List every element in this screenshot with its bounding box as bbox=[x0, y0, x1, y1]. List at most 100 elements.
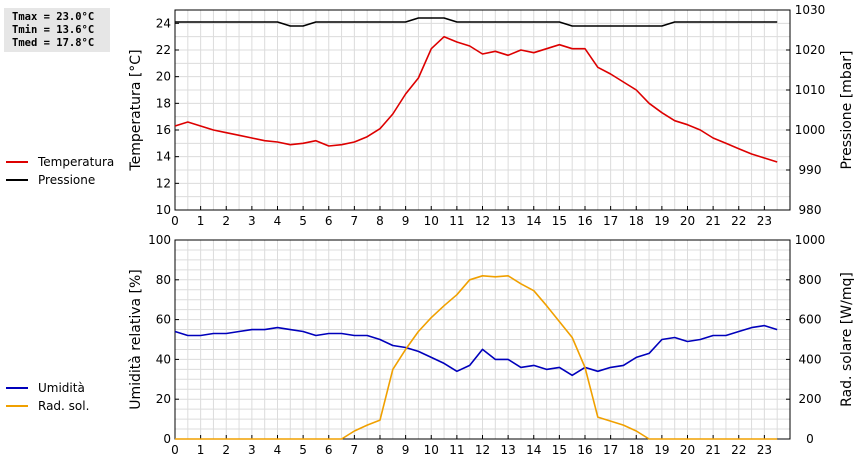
chart2-ytick-label: 100 bbox=[148, 233, 171, 247]
chart2-ytick-label: 60 bbox=[156, 313, 171, 327]
chart2-y2tick-label: 600 bbox=[799, 313, 822, 327]
chart1-xtick-label: 11 bbox=[449, 214, 464, 228]
legend-swatch-radsol bbox=[6, 405, 28, 407]
chart2-xtick-label: 7 bbox=[351, 443, 359, 457]
chart2-xtick-label: 19 bbox=[654, 443, 669, 457]
chart1-xtick-label: 3 bbox=[248, 214, 256, 228]
chart1-xtick-label: 17 bbox=[603, 214, 618, 228]
chart2-xtick-label: 12 bbox=[475, 443, 490, 457]
chart2-series-umidit-line bbox=[174, 324, 778, 377]
chart2-xtick-label: 6 bbox=[325, 443, 333, 457]
stat-tmed: Tmed = 17.8°C bbox=[12, 37, 95, 49]
chart1-xtick-label: 8 bbox=[376, 214, 384, 228]
legend-item-umidita: Umidità bbox=[6, 379, 89, 397]
chart2-y2tick-label: 1000 bbox=[795, 233, 826, 247]
chart2-ytick-label: 20 bbox=[156, 392, 171, 406]
chart2-xtick-label: 0 bbox=[171, 443, 179, 457]
legend-label-temperatura: Temperatura bbox=[38, 155, 115, 169]
chart1-xtick-label: 18 bbox=[629, 214, 644, 228]
chart1-xtick-label: 19 bbox=[654, 214, 669, 228]
chart2-ytick-label: 80 bbox=[156, 273, 171, 287]
chart1-ytick-label: 20 bbox=[156, 70, 171, 84]
chart1-y2tick-label: 990 bbox=[799, 163, 822, 177]
chart1-ytick-label: 14 bbox=[156, 150, 171, 164]
stat-tmax: Tmax = 23.0°C bbox=[12, 11, 95, 23]
chart2-xtick-label: 22 bbox=[731, 443, 746, 457]
chart1-xtick-label: 20 bbox=[680, 214, 695, 228]
chart1-y2tick-label: 1010 bbox=[795, 83, 826, 97]
chart1-xtick-label: 5 bbox=[299, 214, 307, 228]
chart1-xtick-label: 12 bbox=[475, 214, 490, 228]
chart1-xtick-label: 16 bbox=[577, 214, 592, 228]
chart1-xtick-label: 4 bbox=[274, 214, 282, 228]
chart1-ytick-label: 16 bbox=[156, 123, 171, 137]
legend-item-pressione: Pressione bbox=[6, 171, 114, 189]
chart1-xtick-label: 23 bbox=[757, 214, 772, 228]
legend-item-temperatura: Temperatura bbox=[6, 153, 114, 171]
chart2-xtick-label: 15 bbox=[552, 443, 567, 457]
chart1-xtick-label: 15 bbox=[552, 214, 567, 228]
chart1-xtick-label: 13 bbox=[500, 214, 515, 228]
chart2-xtick-label: 9 bbox=[402, 443, 410, 457]
chart1-xtick-label: 2 bbox=[222, 214, 230, 228]
chart1-series-pressione-line bbox=[175, 17, 778, 27]
chart1-series-temperatura-line bbox=[174, 35, 778, 163]
chart2-xtick-label: 20 bbox=[680, 443, 695, 457]
legend-swatch-temperatura bbox=[6, 161, 28, 163]
legend-swatch-pressione bbox=[6, 179, 28, 181]
chart2-xtick-label: 1 bbox=[197, 443, 205, 457]
chart1-y2tick-label: 1000 bbox=[795, 123, 826, 137]
chart2-xtick-label: 18 bbox=[629, 443, 644, 457]
chart2-xtick-label: 13 bbox=[500, 443, 515, 457]
legend-top: Temperatura Pressione bbox=[6, 153, 114, 189]
chart2-ytick-label: 40 bbox=[156, 352, 171, 366]
chart1-xtick-label: 7 bbox=[351, 214, 359, 228]
chart1-ytick-label: 10 bbox=[156, 203, 171, 217]
chart1-ytick-label: 24 bbox=[156, 16, 171, 30]
chart1-xtick-label: 9 bbox=[402, 214, 410, 228]
legend-item-radsol: Rad. sol. bbox=[6, 397, 89, 415]
stats-box: Tmax = 23.0°C Tmin = 13.6°C Tmed = 17.8°… bbox=[4, 8, 110, 52]
chart1-xtick-label: 21 bbox=[705, 214, 720, 228]
chart1-xtick-label: 14 bbox=[526, 214, 541, 228]
chart2-ylabel: Umidità relativa [%] bbox=[128, 269, 144, 410]
legend-label-pressione: Pressione bbox=[38, 173, 96, 187]
stat-tmin: Tmin = 13.6°C bbox=[12, 24, 95, 36]
chart1-ytick-label: 22 bbox=[156, 43, 171, 57]
chart2-xtick-label: 14 bbox=[526, 443, 541, 457]
chart1-y2label: Pressione [mbar] bbox=[839, 50, 855, 169]
chart2-xtick-label: 10 bbox=[424, 443, 439, 457]
chart1-xtick-label: 1 bbox=[197, 214, 205, 228]
chart2-y2tick-label: 800 bbox=[799, 273, 822, 287]
chart1-ylabel: Temperatura [°C] bbox=[128, 49, 144, 171]
chart2-y2tick-label: 0 bbox=[806, 432, 814, 446]
chart2-xtick-label: 4 bbox=[274, 443, 282, 457]
chart1-y2tick-label: 980 bbox=[799, 203, 822, 217]
chart1-y2tick-label: 1030 bbox=[795, 3, 826, 17]
chart2-xtick-label: 17 bbox=[603, 443, 618, 457]
chart1-xtick-label: 22 bbox=[731, 214, 746, 228]
legend-label-radsol: Rad. sol. bbox=[38, 399, 90, 413]
chart1-ytick-label: 12 bbox=[156, 176, 171, 190]
legend-label-umidita: Umidità bbox=[38, 381, 85, 395]
chart1-xtick-label: 0 bbox=[171, 214, 179, 228]
chart2-xtick-label: 16 bbox=[577, 443, 592, 457]
chart2-xtick-label: 5 bbox=[299, 443, 307, 457]
chart2-y2tick-label: 200 bbox=[799, 392, 822, 406]
chart2-y2tick-label: 400 bbox=[799, 352, 822, 366]
legend-bottom: Umidità Rad. sol. bbox=[6, 379, 89, 415]
chart2-xtick-label: 8 bbox=[376, 443, 384, 457]
legend-swatch-umidita bbox=[6, 387, 28, 389]
chart1-y2tick-label: 1020 bbox=[795, 43, 826, 57]
chart2-xtick-label: 11 bbox=[449, 443, 464, 457]
chart1-xtick-label: 6 bbox=[325, 214, 333, 228]
chart2-xtick-label: 21 bbox=[705, 443, 720, 457]
chart1-xtick-label: 10 bbox=[424, 214, 439, 228]
chart2-xtick-label: 3 bbox=[248, 443, 256, 457]
chart2-y2label: Rad. solare [W/mq] bbox=[839, 272, 855, 407]
chart2-xtick-label: 2 bbox=[222, 443, 230, 457]
chart2-xtick-label: 23 bbox=[757, 443, 772, 457]
chart2-series-rad-sol-line bbox=[175, 274, 778, 440]
chart2-ytick-label: 0 bbox=[163, 432, 171, 446]
